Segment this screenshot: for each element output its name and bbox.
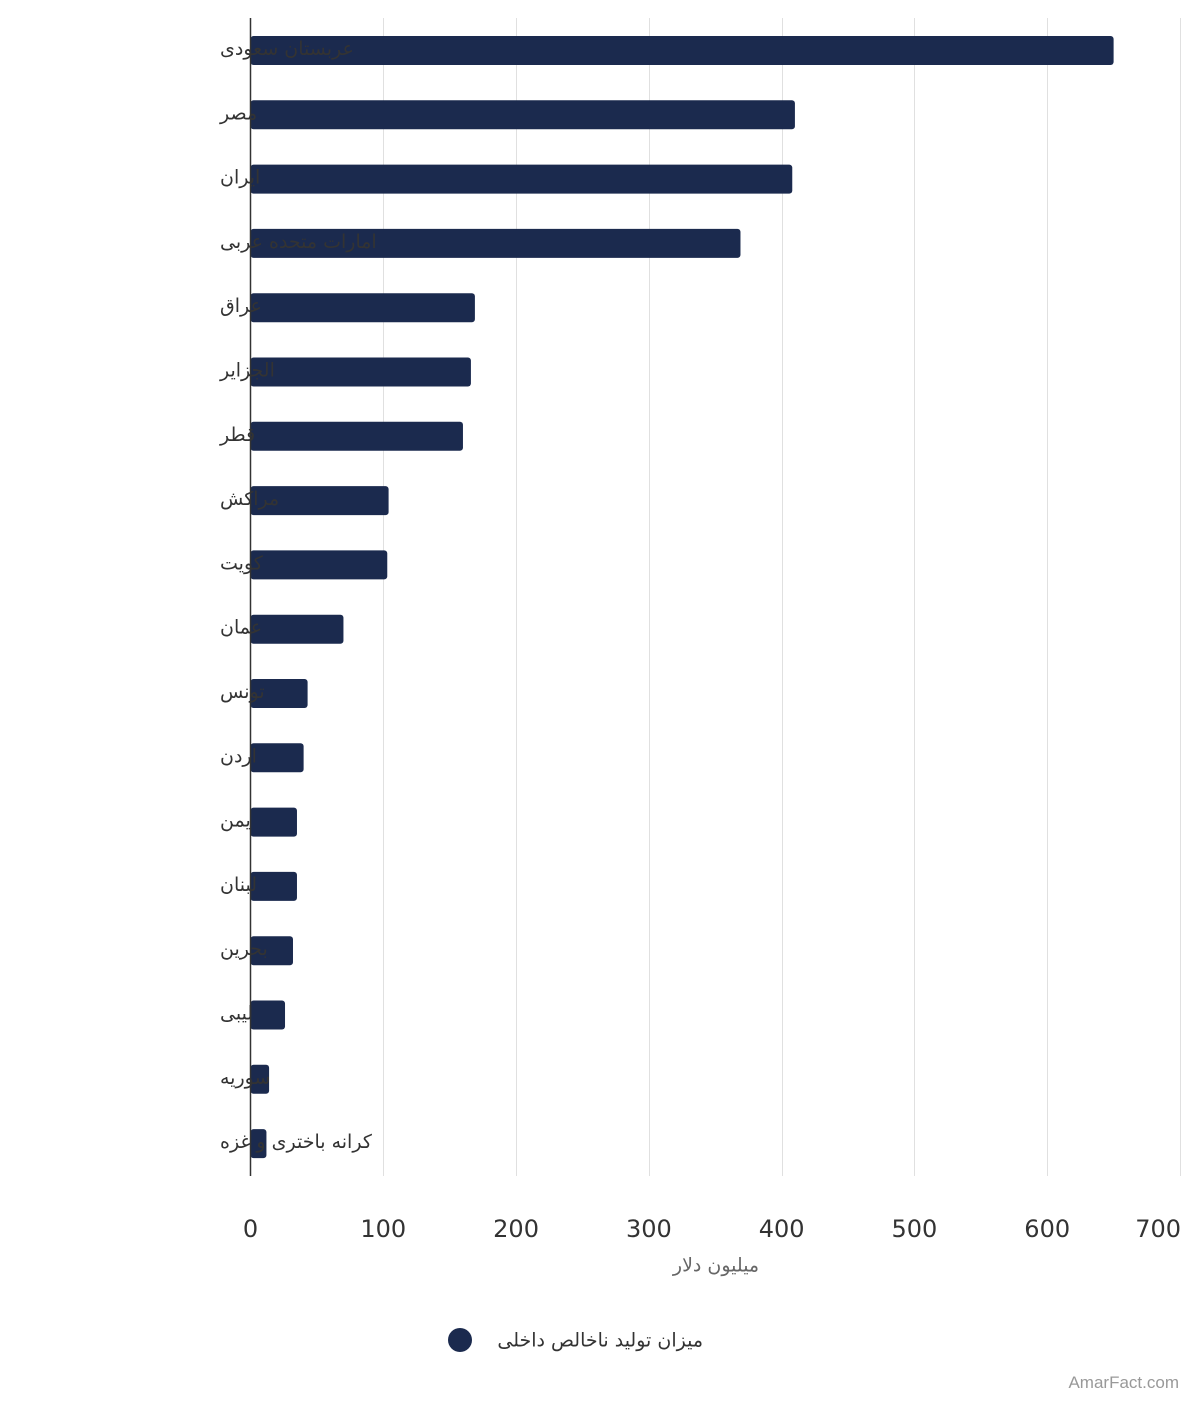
legend[interactable]: میزان تولید ناخالص داخلی bbox=[448, 1328, 703, 1352]
category-label-7: مراکش bbox=[220, 488, 279, 510]
bar-15[interactable] bbox=[250, 1000, 286, 1030]
watermark: AmarFact.com bbox=[1068, 1373, 1179, 1392]
bar-9[interactable] bbox=[250, 614, 344, 644]
bar-11[interactable] bbox=[250, 743, 304, 773]
category-label-1: مصر bbox=[219, 102, 257, 124]
category-label-10: تونس bbox=[220, 681, 265, 703]
category-label-14: بحرین bbox=[220, 938, 268, 960]
category-label-5: الجزایر bbox=[219, 360, 275, 382]
bar-7[interactable] bbox=[250, 486, 389, 516]
x-tick-label-300: 300 bbox=[626, 1215, 672, 1243]
category-label-3: امارات متحده عربی bbox=[220, 231, 377, 253]
bar-10[interactable] bbox=[250, 679, 308, 708]
x-tick-label-100: 100 bbox=[360, 1215, 406, 1243]
category-label-4: عراق bbox=[220, 295, 262, 317]
bar-6[interactable] bbox=[250, 421, 463, 451]
grid-lines bbox=[383, 18, 1181, 1176]
category-label-13: لبنان bbox=[220, 874, 257, 896]
category-label-15: لیبی bbox=[220, 1003, 253, 1025]
x-tick-label-600: 600 bbox=[1024, 1215, 1070, 1243]
bar-8[interactable] bbox=[250, 550, 388, 580]
bar-16[interactable] bbox=[250, 1064, 270, 1094]
category-label-11: اردن bbox=[220, 745, 257, 767]
bar-14[interactable] bbox=[250, 936, 293, 966]
category-label-17: کرانه باختری و غزه bbox=[220, 1131, 373, 1153]
category-label-16: سوریه bbox=[220, 1067, 270, 1089]
legend-swatch bbox=[448, 1328, 472, 1352]
x-tick-label-0: 0 bbox=[243, 1215, 258, 1243]
x-tick-label-200: 200 bbox=[493, 1215, 539, 1243]
x-tick-label-700: 700 bbox=[1135, 1215, 1181, 1243]
bar-2[interactable] bbox=[250, 164, 793, 194]
category-label-9: عمان bbox=[220, 617, 262, 639]
x-tick-label-500: 500 bbox=[892, 1215, 938, 1243]
category-label-12: یمن bbox=[220, 810, 251, 832]
x-axis-title: میلیون دلار bbox=[672, 1255, 759, 1277]
bar-13[interactable] bbox=[250, 871, 297, 901]
bar-series bbox=[250, 36, 1114, 1159]
x-tick-labels: 0 100 200 300 400 500 600 700 bbox=[243, 1215, 1181, 1243]
category-label-2: ایران bbox=[220, 167, 260, 189]
legend-label: میزان تولید ناخالص داخلی bbox=[497, 1330, 703, 1352]
bar-5[interactable] bbox=[250, 357, 471, 387]
bar-12[interactable] bbox=[250, 807, 297, 837]
bar-17[interactable] bbox=[250, 1129, 267, 1159]
bar-1[interactable] bbox=[250, 100, 795, 130]
x-tick-label-400: 400 bbox=[759, 1215, 805, 1243]
category-label-8: کویت bbox=[220, 552, 264, 574]
category-label-6: قطر bbox=[219, 424, 255, 446]
bar-3[interactable] bbox=[250, 228, 741, 258]
bar-0[interactable] bbox=[250, 36, 1114, 65]
bar-4[interactable] bbox=[250, 293, 475, 323]
category-label-0: عربستان سعودی bbox=[220, 38, 354, 60]
category-labels: عربستان سعودی مصر ایران امارات متحده عربی عر… bbox=[219, 38, 377, 1153]
